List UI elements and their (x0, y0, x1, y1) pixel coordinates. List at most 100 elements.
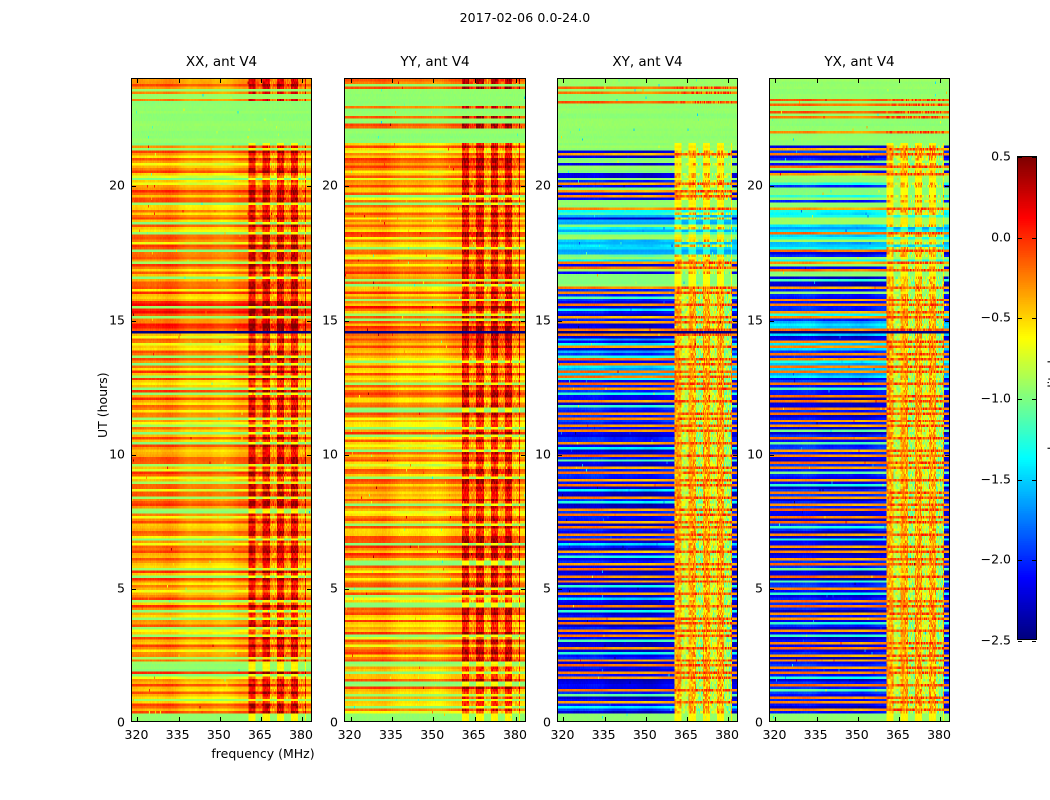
colorbar-tick (1032, 479, 1036, 481)
heatmap-axes-yy[interactable] (344, 78, 526, 722)
colorbar-tick (1032, 318, 1036, 320)
y-tick (521, 186, 525, 188)
x-axis-label: frequency (MHz) (211, 746, 315, 761)
x-tick (219, 717, 221, 721)
colorbar-tick (1032, 157, 1036, 158)
y-tick-label: 10 (322, 446, 338, 462)
x-tick (728, 79, 730, 83)
x-tick (137, 717, 139, 721)
colorbar-gradient (1017, 156, 1037, 642)
panel-title-xy: XY, ant V4 (612, 54, 683, 70)
x-tick (686, 717, 688, 721)
y-tick-label: 10 (109, 446, 125, 462)
x-tick (728, 717, 730, 721)
y-tick-label: 5 (755, 580, 763, 596)
x-tick-label: 320 (337, 727, 362, 742)
y-tick (945, 320, 949, 322)
x-tick-label: 365 (461, 727, 486, 742)
colorbar-tick (1018, 157, 1022, 158)
x-tick (302, 79, 304, 83)
x-tick (219, 79, 221, 83)
y-tick (307, 320, 311, 322)
x-tick (775, 717, 777, 721)
x-tick-label: 350 (206, 727, 231, 742)
y-tick (945, 454, 949, 456)
x-tick (302, 717, 304, 721)
x-tick (604, 717, 606, 721)
x-tick-label: 380 (715, 727, 739, 742)
y-tick-label: 20 (109, 177, 125, 193)
x-tick-label: 365 (247, 727, 272, 742)
x-tick (898, 79, 900, 83)
y-tick (770, 186, 774, 188)
y-tick-label: 0 (543, 714, 551, 730)
x-tick (857, 717, 859, 721)
y-tick (945, 588, 949, 590)
y-tick-label: 15 (747, 312, 763, 327)
x-tick (775, 79, 777, 83)
y-tick (345, 588, 349, 590)
colorbar-tick-label: −1.5 (980, 471, 1011, 487)
x-tick-label: 380 (927, 727, 951, 742)
x-tick (515, 717, 517, 721)
heatmap-axes-yx[interactable] (769, 78, 950, 722)
y-tick (521, 454, 525, 456)
colorbar[interactable] (1017, 156, 1037, 642)
panel-xx: XX, ant V4 (131, 54, 312, 722)
y-tick (345, 454, 349, 456)
y-tick (558, 588, 562, 590)
x-tick (433, 717, 435, 721)
panel-yx: YX, ant V4 (769, 54, 950, 722)
y-tick (558, 454, 562, 456)
x-tick-label: 320 (550, 727, 575, 742)
colorbar-tick (1032, 399, 1036, 400)
colorbar-tick (1018, 560, 1022, 562)
x-tick (433, 79, 435, 83)
y-tick-label: 15 (535, 312, 551, 327)
x-tick (474, 79, 476, 83)
colorbar-tick-label: 0.5 (991, 148, 1011, 164)
y-tick (521, 588, 525, 590)
x-tick (137, 79, 139, 83)
x-tick (260, 717, 262, 721)
heatmap-axes-xy[interactable] (557, 78, 738, 722)
x-tick (178, 717, 180, 721)
colorbar-tick-label: −2.5 (980, 632, 1011, 648)
colorbar-tick (1018, 641, 1022, 642)
x-tick-label: 335 (165, 727, 190, 742)
x-tick-label: 380 (503, 727, 527, 742)
y-tick-label: 5 (543, 580, 551, 596)
x-tick-label: 350 (420, 727, 445, 742)
y-tick (307, 454, 311, 456)
y-tick-label: 20 (322, 177, 338, 193)
colorbar-tick-label: −0.5 (980, 309, 1011, 325)
heatmap-axes-xx[interactable] (131, 78, 312, 722)
colorbar-tick-label: −2.0 (980, 551, 1011, 567)
x-tick (940, 79, 942, 83)
colorbar-tick (1018, 479, 1022, 481)
x-tick (816, 79, 818, 83)
x-tick-label: 320 (124, 727, 149, 742)
x-tick (391, 717, 393, 721)
y-tick (945, 186, 949, 188)
colorbar-tick (1018, 237, 1022, 239)
x-tick-label: 380 (289, 727, 313, 742)
x-tick (474, 717, 476, 721)
y-tick-label: 5 (117, 580, 125, 596)
colorbar-tick (1018, 318, 1022, 320)
y-tick (558, 320, 562, 322)
x-tick-label: 335 (591, 727, 616, 742)
x-tick-label: 350 (844, 727, 869, 742)
panel-title-yx: YX, ant V4 (824, 54, 895, 70)
y-tick-label: 20 (747, 177, 763, 193)
y-tick (307, 186, 311, 188)
y-tick (345, 320, 349, 322)
x-tick (350, 717, 352, 721)
x-tick (645, 717, 647, 721)
y-tick (132, 588, 136, 590)
y-tick-label: 10 (747, 446, 763, 462)
colorbar-tick (1032, 560, 1036, 562)
x-tick (515, 79, 517, 83)
x-tick (260, 79, 262, 83)
